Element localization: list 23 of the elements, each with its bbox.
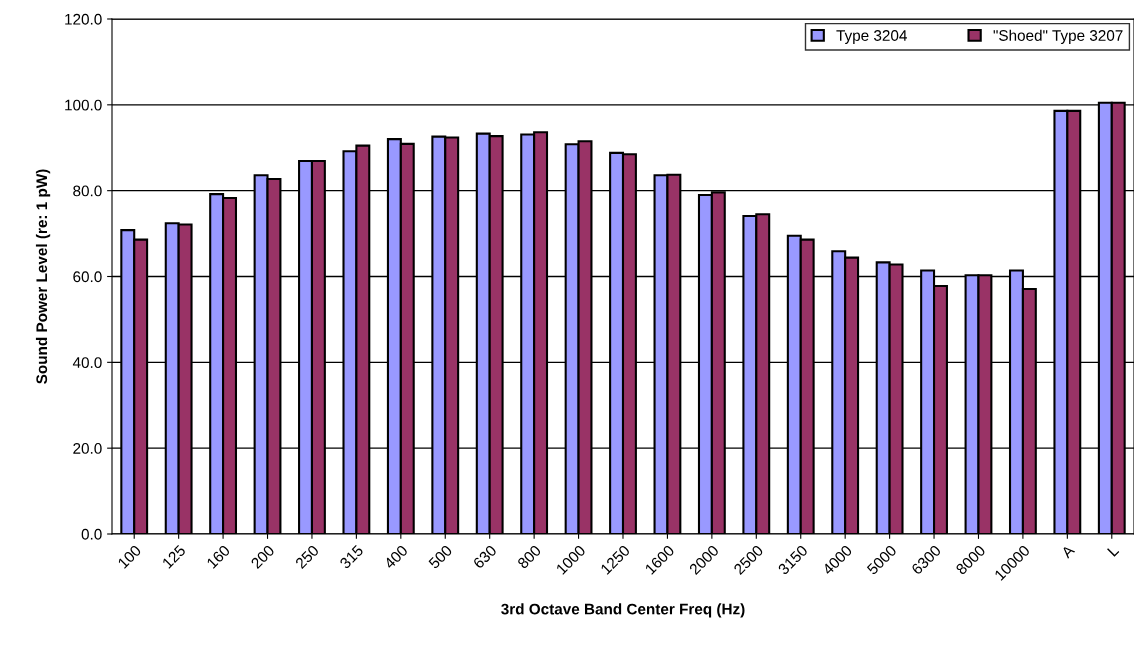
y-tick-label: 100.0 (65, 99, 102, 111)
x-tick-label: 500 (427, 544, 453, 570)
y-tick-label: 80.0 (73, 185, 102, 197)
x-tick-label: 800 (516, 544, 542, 570)
x-tick-label: 200 (250, 544, 276, 570)
x-tick-label: 125 (161, 544, 187, 569)
x-tick-label: 630 (472, 544, 498, 570)
x-tick-label: L (1107, 544, 1120, 557)
x-tick-label: A (1060, 544, 1076, 559)
y-tick-label: 0.0 (81, 528, 102, 540)
x-tick-label: 250 (294, 544, 320, 570)
x-tick-label: 100 (117, 544, 142, 569)
x-tick-label: 315 (339, 544, 364, 570)
legend-label: Type 3204 (836, 30, 907, 44)
y-tick-label: 120.0 (65, 13, 102, 25)
y-tick-label: 20.0 (73, 443, 102, 454)
x-tick-label: 400 (383, 544, 409, 570)
x-tick-label: 160 (206, 544, 231, 569)
y-tick-label: 60.0 (73, 271, 102, 283)
y-axis-title: Sound Power Level (re: 1 pW) (35, 169, 51, 384)
legend-label: "Shoed" Type 3207 (993, 29, 1123, 44)
x-axis-title: 3rd Octave Band Center Freq (Hz) (501, 603, 745, 618)
y-tick-label: 40.0 (72, 357, 102, 369)
